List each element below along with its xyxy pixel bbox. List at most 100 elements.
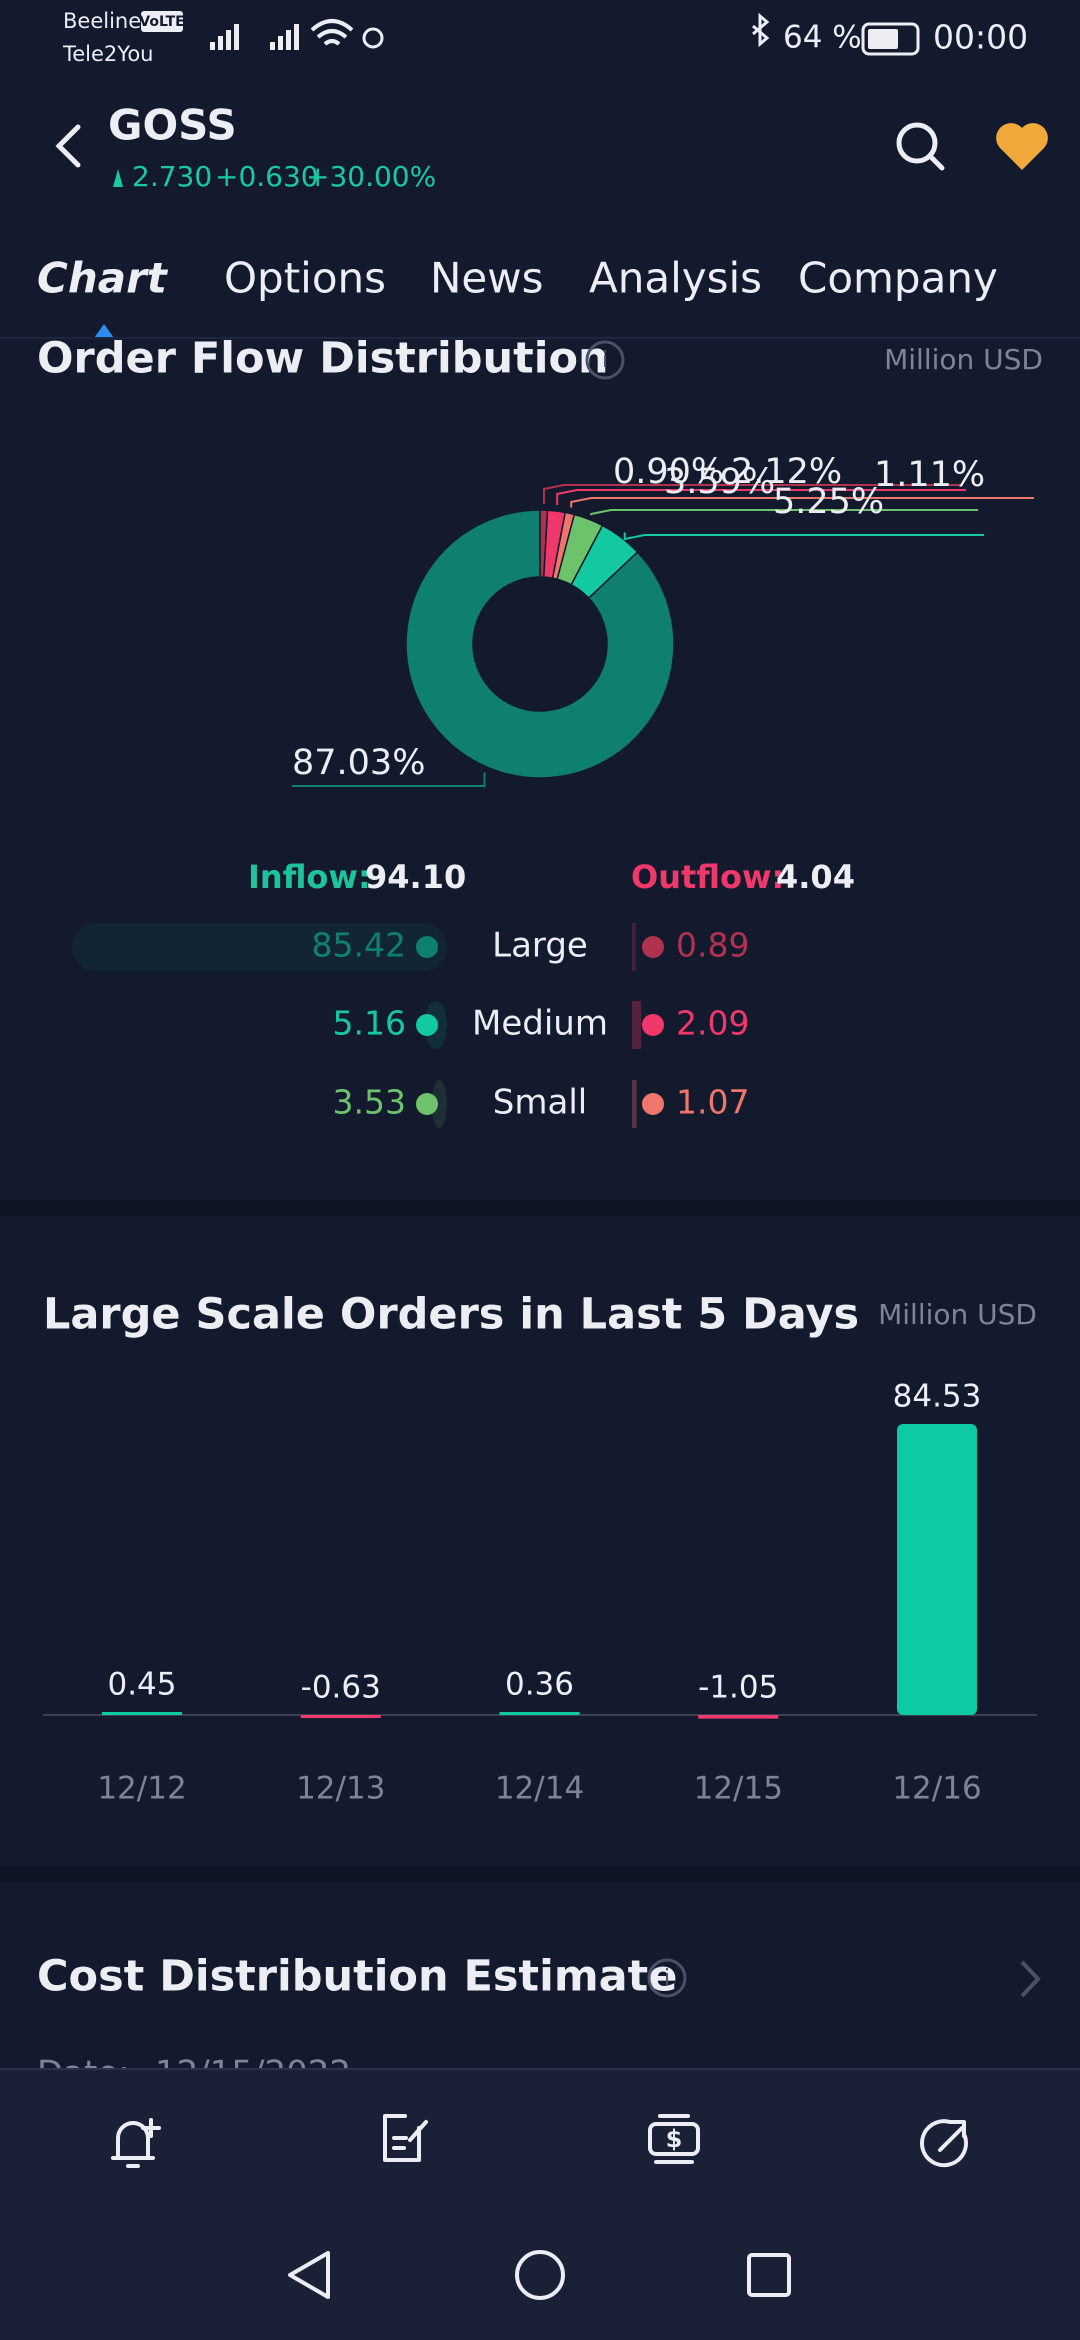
tab[interactable]: News [430, 254, 544, 303]
leader-line [292, 772, 486, 787]
bottom-bar [0, 2069, 1080, 2340]
bar-value: 0.45 [107, 1667, 176, 1703]
outflow-total: 4.04 [776, 858, 855, 896]
slice-label: 87.03% [292, 743, 425, 783]
outflow-bar [632, 923, 636, 971]
inflow-value: 5.16 [333, 1004, 406, 1043]
info-glyph: i [602, 348, 608, 373]
section-separator [0, 1866, 1080, 1882]
clock: 00:00 [933, 18, 1028, 57]
slice-label: 0.90% [613, 452, 724, 492]
section-separator [0, 1200, 1080, 1216]
tab-indicator [94, 324, 114, 338]
battery-text: 64 % [783, 20, 862, 56]
bar-value: -0.63 [301, 1670, 381, 1706]
inflow-value: 85.42 [312, 926, 406, 965]
bluetooth-icon [752, 12, 770, 48]
leader-line [542, 484, 960, 505]
system-home[interactable] [515, 2250, 565, 2300]
x-label: 12/14 [495, 1771, 584, 1807]
slice-label: 1.11% [874, 455, 985, 495]
donut-chart: 0.90% 2.12% 1.11% 3.59%5.25% 87.03% [292, 452, 1034, 787]
outflow-dot [642, 1014, 664, 1036]
volte-badge [141, 11, 183, 32]
flow-rows: 85.42 Large 0.89 5.16 Medium 2.09 3.53 Small 1.0… [72, 923, 749, 1128]
tab[interactable]: Analysis [589, 254, 762, 303]
outflow-bar [632, 1080, 637, 1128]
inflow-total: 94.10 [365, 858, 466, 896]
unit: Million USD [878, 1298, 1037, 1331]
settings-icon [362, 27, 384, 49]
system-back[interactable] [288, 2251, 330, 2299]
info-glyph: i [664, 1966, 670, 1991]
note-button[interactable] [383, 2114, 428, 2162]
leader-line [570, 497, 1034, 508]
row-label: Small [493, 1083, 587, 1123]
carrier: Beeline [63, 9, 141, 33]
inflow-label: Inflow: [248, 858, 371, 896]
bar [499, 1712, 580, 1715]
x-label: 12/12 [97, 1771, 186, 1807]
inflow-value: 3.53 [333, 1083, 406, 1122]
battery-icon [861, 22, 920, 56]
share-button[interactable] [920, 2119, 968, 2168]
inflow-bar [431, 1080, 447, 1128]
price: 2.730 [132, 160, 212, 193]
wifi-icon [310, 19, 354, 46]
bar [102, 1712, 182, 1715]
up-arrow [113, 169, 123, 187]
inflow-dot [416, 936, 438, 958]
section-title: Order Flow Distribution [37, 334, 609, 384]
bar-value: 0.36 [505, 1667, 574, 1703]
section-title: Large Scale Orders in Last 5 Days [43, 1290, 859, 1340]
row-label: Medium [472, 1004, 608, 1044]
outflow-dot [642, 1093, 664, 1115]
info-icon[interactable] [585, 340, 625, 380]
outflow-value: 0.89 [676, 926, 749, 965]
bar-value: -1.05 [698, 1670, 778, 1706]
leader-line [623, 532, 984, 541]
leader-line [589, 509, 978, 516]
tab-bar: Chart Options News Analysis Company [37, 254, 998, 303]
info-icon[interactable] [647, 1958, 687, 1998]
change: +0.630 [215, 160, 319, 193]
slice-label: 2.12% [731, 452, 842, 492]
slice-label: 5.25% [773, 482, 884, 522]
row-label: Large [492, 926, 588, 966]
x-label: 12/15 [694, 1771, 783, 1807]
bar [897, 1424, 977, 1715]
inflow-dot [416, 1014, 438, 1036]
tab[interactable]: Chart [37, 254, 169, 303]
svg-text:$: $ [666, 2125, 683, 2153]
volte: VoLTE [139, 14, 184, 30]
bar [300, 1715, 381, 1718]
section-title: Cost Distribution Estimate [37, 1952, 677, 2002]
x-label: 12/16 [892, 1771, 981, 1807]
slice-label: 3.59% [664, 462, 775, 502]
change-percent: +30.00% [306, 160, 436, 193]
chevron[interactable] [1020, 1960, 1041, 1998]
x-label: 12/13 [296, 1771, 385, 1807]
outflow-bar [632, 1001, 642, 1049]
back-button[interactable] [55, 124, 81, 168]
favorite-button[interactable] [996, 123, 1048, 170]
trade-button[interactable]: $ [648, 2114, 700, 2164]
bar [698, 1715, 779, 1719]
tab[interactable]: Options [224, 254, 386, 303]
signal-icons [210, 24, 299, 50]
search-button[interactable] [896, 122, 945, 171]
battery-level [868, 29, 898, 49]
bar-value: 84.53 [893, 1379, 982, 1415]
donut-slice [405, 509, 675, 779]
tab[interactable]: Company [798, 254, 998, 303]
outflow-value: 2.09 [676, 1004, 749, 1043]
leader-line [556, 489, 966, 506]
outflow-label: Outflow: [631, 858, 784, 896]
system-recent[interactable] [747, 2253, 791, 2297]
bar-chart: 0.45 12/12 -0.63 12/13 0.36 12/14 -1.05 12/15 84… [97, 1379, 981, 1807]
outflow-dot [642, 936, 664, 958]
alert-button[interactable] [111, 2118, 161, 2168]
